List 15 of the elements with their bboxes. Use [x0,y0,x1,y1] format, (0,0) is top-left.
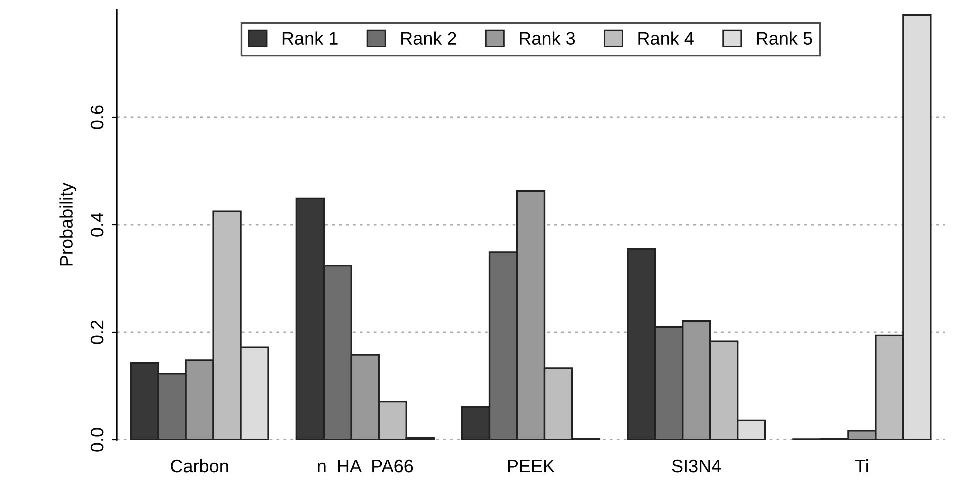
legend-label: Rank 3 [520,32,576,45]
legend-label: Rank 5 [757,32,812,45]
y-axis-title: Probability [60,182,77,266]
y-tick-label: 0.2 [90,320,104,344]
x-tick-label: PEEK [508,460,555,473]
x-tick-label: n HA PA66 [318,460,414,473]
y-tick-label: 0.4 [90,212,104,237]
y-tick-label: 0.6 [90,106,104,130]
legend-label: Rank 1 [282,32,338,45]
y-tick-label: 0.0 [90,428,104,452]
legend-label: Rank 4 [638,32,694,45]
x-tick-label: Ti [855,459,868,473]
x-tick-label: SI3N4 [672,460,722,473]
x-tick-label: Carbon [171,459,228,473]
legend-label: Rank 2 [402,32,456,45]
